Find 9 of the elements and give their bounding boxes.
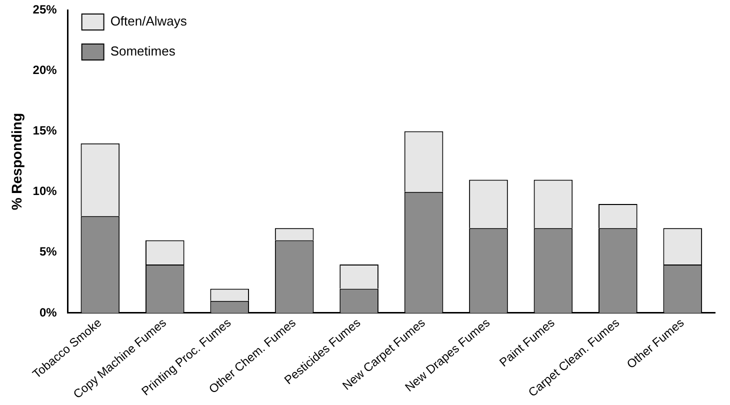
y-tick-label: 25% bbox=[32, 2, 58, 17]
y-tick-label: 15% bbox=[32, 124, 58, 138]
legend-label: Often/Always bbox=[110, 14, 188, 29]
y-tick-label: 10% bbox=[32, 184, 58, 198]
y-axis-title: % Responding bbox=[8, 112, 24, 210]
y-tick-label: 20% bbox=[32, 63, 58, 78]
y-tick-label: 0% bbox=[39, 305, 58, 320]
y-tick-label: 5% bbox=[39, 244, 58, 259]
legend-label: Sometimes bbox=[110, 44, 176, 59]
